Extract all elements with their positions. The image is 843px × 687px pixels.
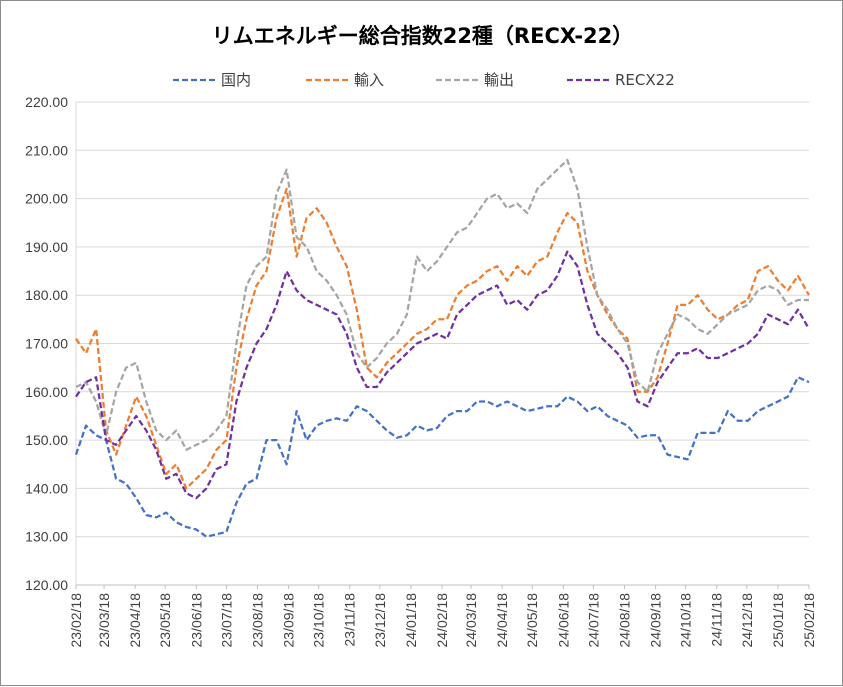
x-tick-label: 24/12/18 bbox=[739, 593, 755, 648]
x-tick-label: 23/07/18 bbox=[218, 593, 234, 648]
legend-label-2: 輸出 bbox=[484, 71, 514, 89]
x-axis-ticks: 23/02/18 23/03/18 23/04/18 23/05/18 23/06/18… bbox=[68, 585, 817, 648]
x-tick-label: 23/08/18 bbox=[249, 593, 265, 648]
x-tick-label: 24/04/18 bbox=[494, 593, 510, 648]
x-tick-label: 23/03/18 bbox=[96, 593, 112, 648]
x-tick-label: 24/01/18 bbox=[403, 593, 419, 648]
y-tick-label: 210.00 bbox=[25, 142, 68, 158]
y-tick-label: 140.00 bbox=[25, 480, 68, 496]
y-tick-label: 180.00 bbox=[25, 287, 68, 303]
x-tick-label: 24/10/18 bbox=[678, 593, 694, 648]
x-tick-label: 23/04/18 bbox=[127, 593, 143, 648]
legend-label-1: 輸入 bbox=[354, 71, 384, 89]
x-tick-label: 25/02/18 bbox=[801, 593, 817, 648]
x-tick-label: 24/08/18 bbox=[616, 593, 632, 648]
gridlines bbox=[75, 101, 809, 586]
x-tick-label: 23/02/18 bbox=[68, 593, 84, 648]
series-line-3 bbox=[75, 250, 810, 500]
y-axis-ticks: 220.00 210.00 200.00 190.00 180.00 170.00 160.… bbox=[25, 94, 68, 593]
x-tick-label: 24/02/18 bbox=[434, 593, 450, 648]
x-tick-label: 24/03/18 bbox=[463, 593, 479, 648]
x-tick-label: 23/09/18 bbox=[281, 593, 297, 648]
y-tick-label: 160.00 bbox=[25, 384, 68, 400]
x-tick-label: 23/05/18 bbox=[157, 593, 173, 648]
chart-title: リムエネルギー総合指数22種（RECX-22） bbox=[212, 24, 634, 48]
x-tick-label: 23/11/18 bbox=[342, 593, 358, 647]
legend-label-3: RECX22 bbox=[615, 71, 675, 89]
series-line-1 bbox=[75, 187, 810, 490]
y-tick-label: 130.00 bbox=[25, 529, 68, 545]
y-tick-label: 120.00 bbox=[25, 577, 68, 593]
y-tick-label: 220.00 bbox=[25, 94, 68, 110]
y-tick-label: 190.00 bbox=[25, 239, 68, 255]
x-tick-label: 24/11/18 bbox=[709, 593, 725, 647]
series-layer bbox=[74, 158, 810, 538]
series-line-0 bbox=[74, 376, 810, 538]
series-line-2 bbox=[75, 158, 809, 451]
x-tick-label: 24/09/18 bbox=[648, 593, 664, 648]
x-tick-label: 25/01/18 bbox=[770, 593, 786, 648]
y-tick-label: 200.00 bbox=[25, 191, 68, 207]
x-tick-label: 24/05/18 bbox=[524, 593, 540, 648]
legend: 国内 輸入 輸出 RECX22 bbox=[173, 71, 675, 89]
x-tick-label: 24/07/18 bbox=[585, 593, 601, 648]
y-tick-label: 170.00 bbox=[25, 336, 68, 352]
x-tick-label: 23/06/18 bbox=[188, 593, 204, 648]
y-tick-label: 150.00 bbox=[25, 432, 68, 448]
legend-label-0: 国内 bbox=[221, 71, 251, 89]
x-tick-label: 24/06/18 bbox=[555, 593, 571, 648]
x-tick-label: 23/12/18 bbox=[372, 593, 388, 648]
x-tick-label: 23/10/18 bbox=[311, 593, 327, 648]
